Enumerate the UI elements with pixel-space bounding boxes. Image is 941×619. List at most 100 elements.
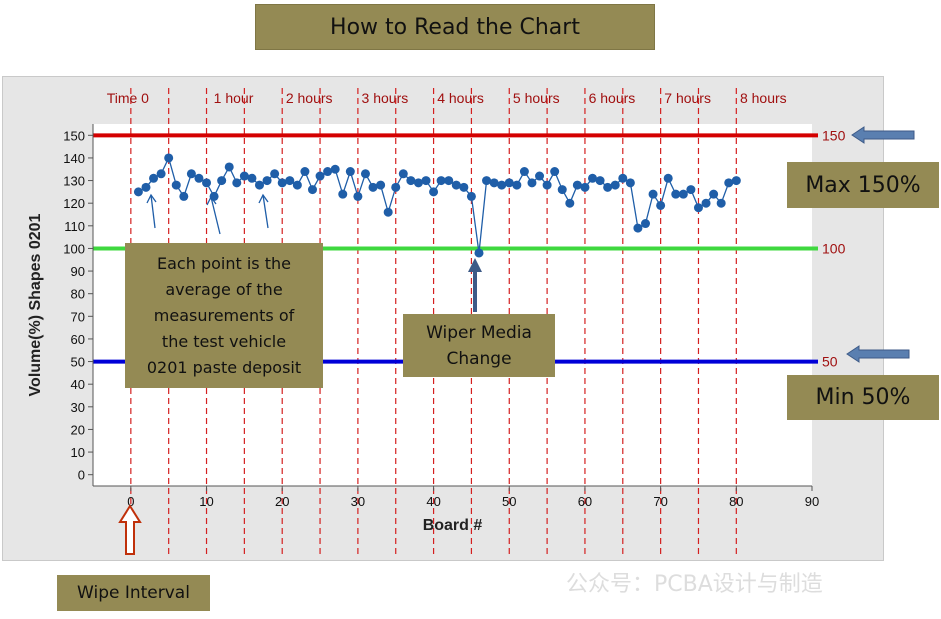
data-point — [618, 173, 628, 183]
data-point — [572, 180, 582, 190]
time-marker-label: 4 hours — [437, 90, 484, 106]
data-point — [232, 178, 242, 188]
data-point — [535, 171, 545, 181]
data-point — [557, 185, 567, 195]
callout-max: Max 150% — [787, 162, 939, 208]
data-point — [633, 223, 643, 233]
data-point — [383, 207, 393, 217]
callout-wiper-line: Change — [446, 348, 512, 369]
data-point — [671, 189, 681, 199]
time-marker-label: 3 hours — [362, 90, 409, 106]
reference-label: 150 — [822, 127, 846, 143]
time-marker-label: 6 hours — [589, 90, 636, 106]
x-tick-label: 0 — [127, 494, 134, 509]
y-tick-label: 120 — [63, 196, 85, 211]
data-point — [330, 164, 340, 174]
time-marker-label: 2 hours — [286, 90, 333, 106]
data-point — [171, 180, 181, 190]
data-point — [512, 180, 522, 190]
x-tick-label: 50 — [502, 494, 516, 509]
wiper-arrow-head — [468, 258, 482, 272]
data-point — [141, 182, 151, 192]
pointer-arrow-head — [146, 193, 157, 204]
data-point — [686, 185, 696, 195]
y-tick-label: 60 — [71, 332, 85, 347]
callout-point-line: the test vehicle — [161, 331, 287, 351]
data-point — [368, 182, 378, 192]
data-point — [542, 180, 552, 190]
data-point — [421, 176, 431, 186]
data-point — [731, 176, 741, 186]
watermark: 公众号：PCBA设计与制造 — [566, 572, 823, 597]
x-tick-label: 80 — [729, 494, 743, 509]
data-point — [186, 169, 196, 179]
data-point — [663, 173, 673, 183]
y-tick-label: 130 — [63, 174, 85, 189]
pointer-arrow — [262, 194, 269, 229]
data-point — [648, 189, 658, 199]
y-tick-label: 140 — [63, 151, 85, 166]
data-point — [656, 200, 666, 210]
data-point — [550, 167, 560, 177]
data-point — [603, 182, 613, 192]
data-point — [194, 173, 204, 183]
data-point — [716, 198, 726, 208]
data-point — [580, 182, 590, 192]
data-point — [247, 173, 257, 183]
data-point — [527, 178, 537, 188]
data-point — [164, 153, 174, 163]
y-tick-label: 30 — [71, 400, 85, 415]
x-tick-label: 10 — [199, 494, 213, 509]
wipe-interval-arrow — [118, 504, 142, 555]
data-point — [565, 198, 575, 208]
data-point — [678, 189, 688, 199]
min-arrow — [846, 345, 910, 363]
data-point — [156, 169, 166, 179]
y-tick-label: 80 — [71, 287, 85, 302]
data-point — [270, 169, 280, 179]
y-tick-label: 20 — [71, 422, 85, 437]
callout-point-line: Each point is the — [157, 253, 291, 273]
data-point — [451, 180, 461, 190]
data-point — [489, 178, 499, 188]
x-tick-label: 70 — [653, 494, 667, 509]
x-tick-label: 90 — [805, 494, 819, 509]
pointer-arrow-head — [206, 195, 217, 206]
x-axis-label: Board # — [423, 517, 483, 534]
annotation-arrows — [118, 126, 915, 555]
callout-min: Min 50% — [787, 375, 939, 420]
data-point — [504, 178, 514, 188]
data-point — [239, 171, 249, 181]
data-point — [300, 167, 310, 177]
data-point — [398, 169, 408, 179]
callout-wiper-change: Wiper Media Change — [403, 314, 555, 377]
pointer-arrow — [210, 196, 221, 235]
y-tick-label: 110 — [64, 219, 85, 234]
time-marker-label: 1 hour — [214, 90, 254, 106]
y-tick-label: 70 — [71, 309, 85, 324]
data-point — [345, 167, 355, 177]
data-point — [224, 162, 234, 172]
data-point — [277, 178, 287, 188]
max-arrow — [851, 126, 915, 144]
data-point — [640, 219, 650, 229]
data-point — [497, 180, 507, 190]
data-series — [133, 153, 741, 258]
data-point — [285, 176, 295, 186]
data-point — [709, 189, 719, 199]
data-point — [466, 191, 476, 201]
data-point — [391, 182, 401, 192]
time-marker-label: 7 hours — [664, 90, 711, 106]
data-point — [292, 180, 302, 190]
data-point — [338, 189, 348, 199]
data-point — [353, 191, 363, 201]
pointer-arrow — [150, 194, 156, 229]
data-point — [595, 176, 605, 186]
data-point — [406, 176, 416, 186]
callout-point-line: average of the — [165, 279, 283, 299]
time-marker-label: 8 hours — [740, 90, 787, 106]
y-tick-label: 50 — [71, 355, 85, 370]
data-point — [323, 167, 333, 177]
data-point — [429, 187, 439, 197]
callout-point-average: Each point is the average of the measure… — [125, 243, 323, 388]
